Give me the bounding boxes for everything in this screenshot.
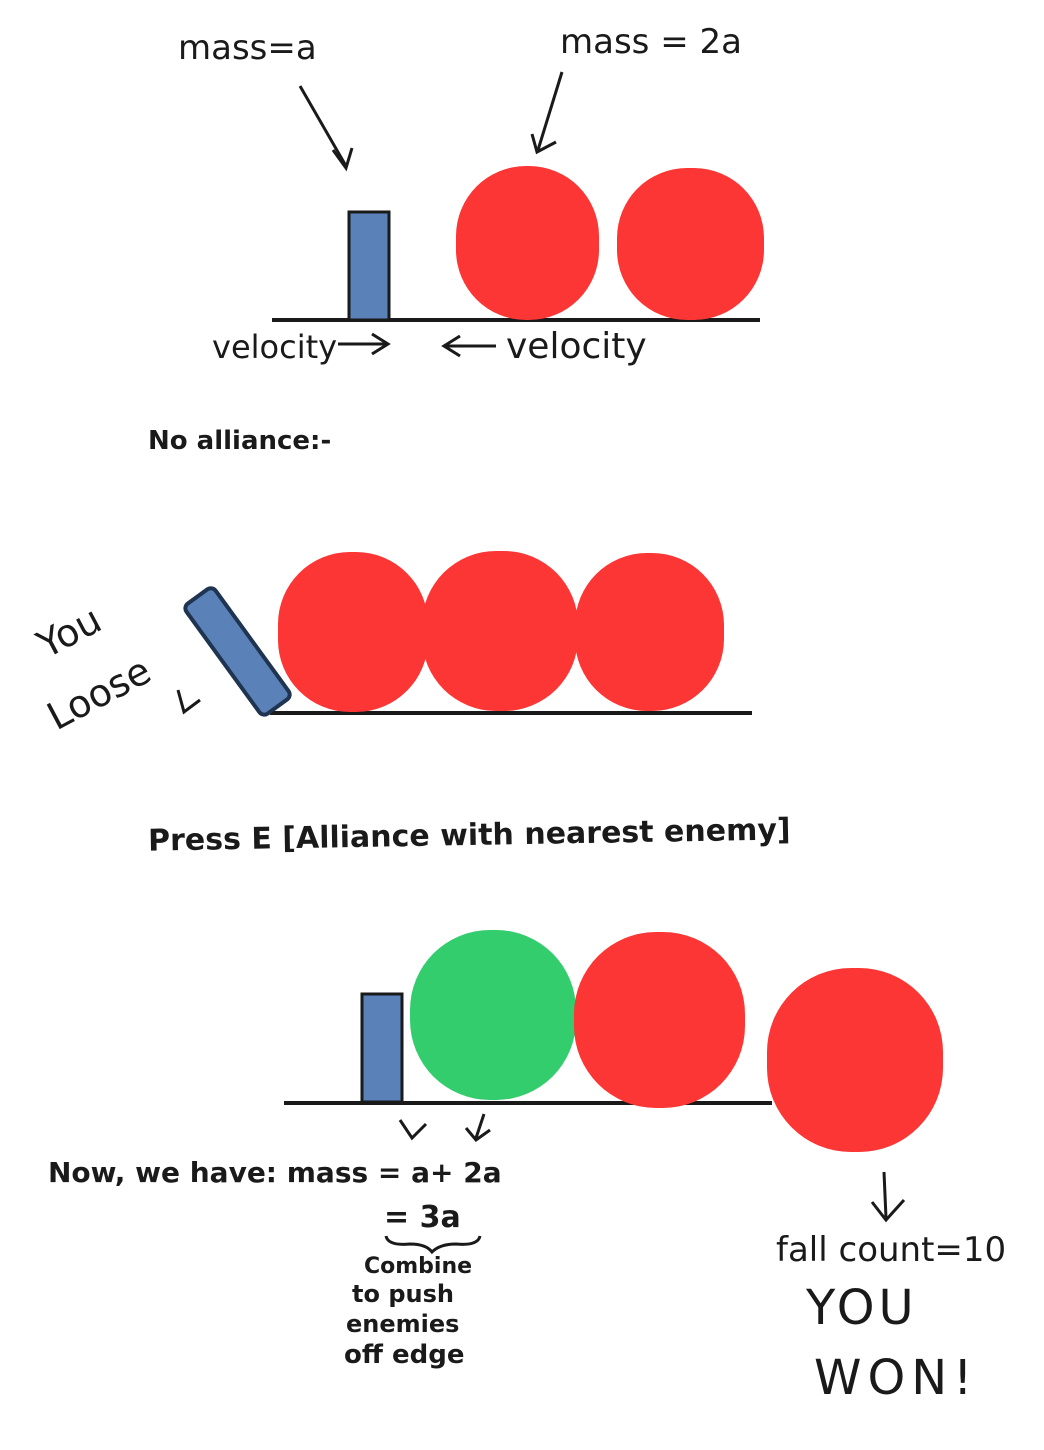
arrow-down-icon xyxy=(398,1119,428,1141)
arrow-down-icon xyxy=(870,1171,906,1223)
arrow-down-icon xyxy=(176,689,201,715)
velocity-right-label: velocity xyxy=(506,326,647,367)
combine-line-4: off edge xyxy=(344,1340,465,1370)
brace-icon xyxy=(384,1235,482,1255)
panel-1 xyxy=(272,71,764,358)
player-block-fallen xyxy=(183,586,292,717)
arrow-down-icon xyxy=(464,1113,491,1143)
enemy-ball xyxy=(456,166,599,320)
velocity-left-label: velocity xyxy=(212,328,338,366)
mass-equation: Now, we have: mass = a+ 2a xyxy=(48,1156,502,1189)
enemy-ball xyxy=(617,168,764,320)
combine-line-2: to push xyxy=(352,1280,454,1308)
enemy-ball xyxy=(574,932,745,1108)
enemy-ball xyxy=(278,552,428,712)
arrow-right-icon xyxy=(338,332,391,356)
player-block xyxy=(360,992,404,1104)
combine-line-3: enemies xyxy=(346,1310,460,1338)
mass-result: = 3a xyxy=(384,1200,461,1235)
panel-3 xyxy=(284,930,943,1255)
fall-count-label: fall count=10 xyxy=(776,1230,1007,1270)
win-label-line1: YOU xyxy=(806,1280,918,1336)
mass-big-label: mass = 2a xyxy=(560,22,742,62)
enemy-ball xyxy=(575,553,724,711)
enemy-ball xyxy=(422,551,578,711)
enemy-ball-falling xyxy=(767,968,943,1152)
combine-line-1: Combine xyxy=(364,1254,473,1279)
arrow-left-icon xyxy=(441,334,496,358)
player-block xyxy=(347,210,391,322)
ally-ball xyxy=(410,930,576,1100)
arrow-down-icon xyxy=(331,147,354,172)
no-alliance-heading: No alliance:- xyxy=(148,426,332,456)
win-label-line2: WON! xyxy=(814,1350,979,1406)
panel-2 xyxy=(176,551,752,717)
mass-small-label: mass=a xyxy=(178,28,317,68)
arrow-down-icon xyxy=(536,71,564,151)
arrow-down-icon xyxy=(530,133,557,155)
arrow-down-icon xyxy=(298,85,348,167)
